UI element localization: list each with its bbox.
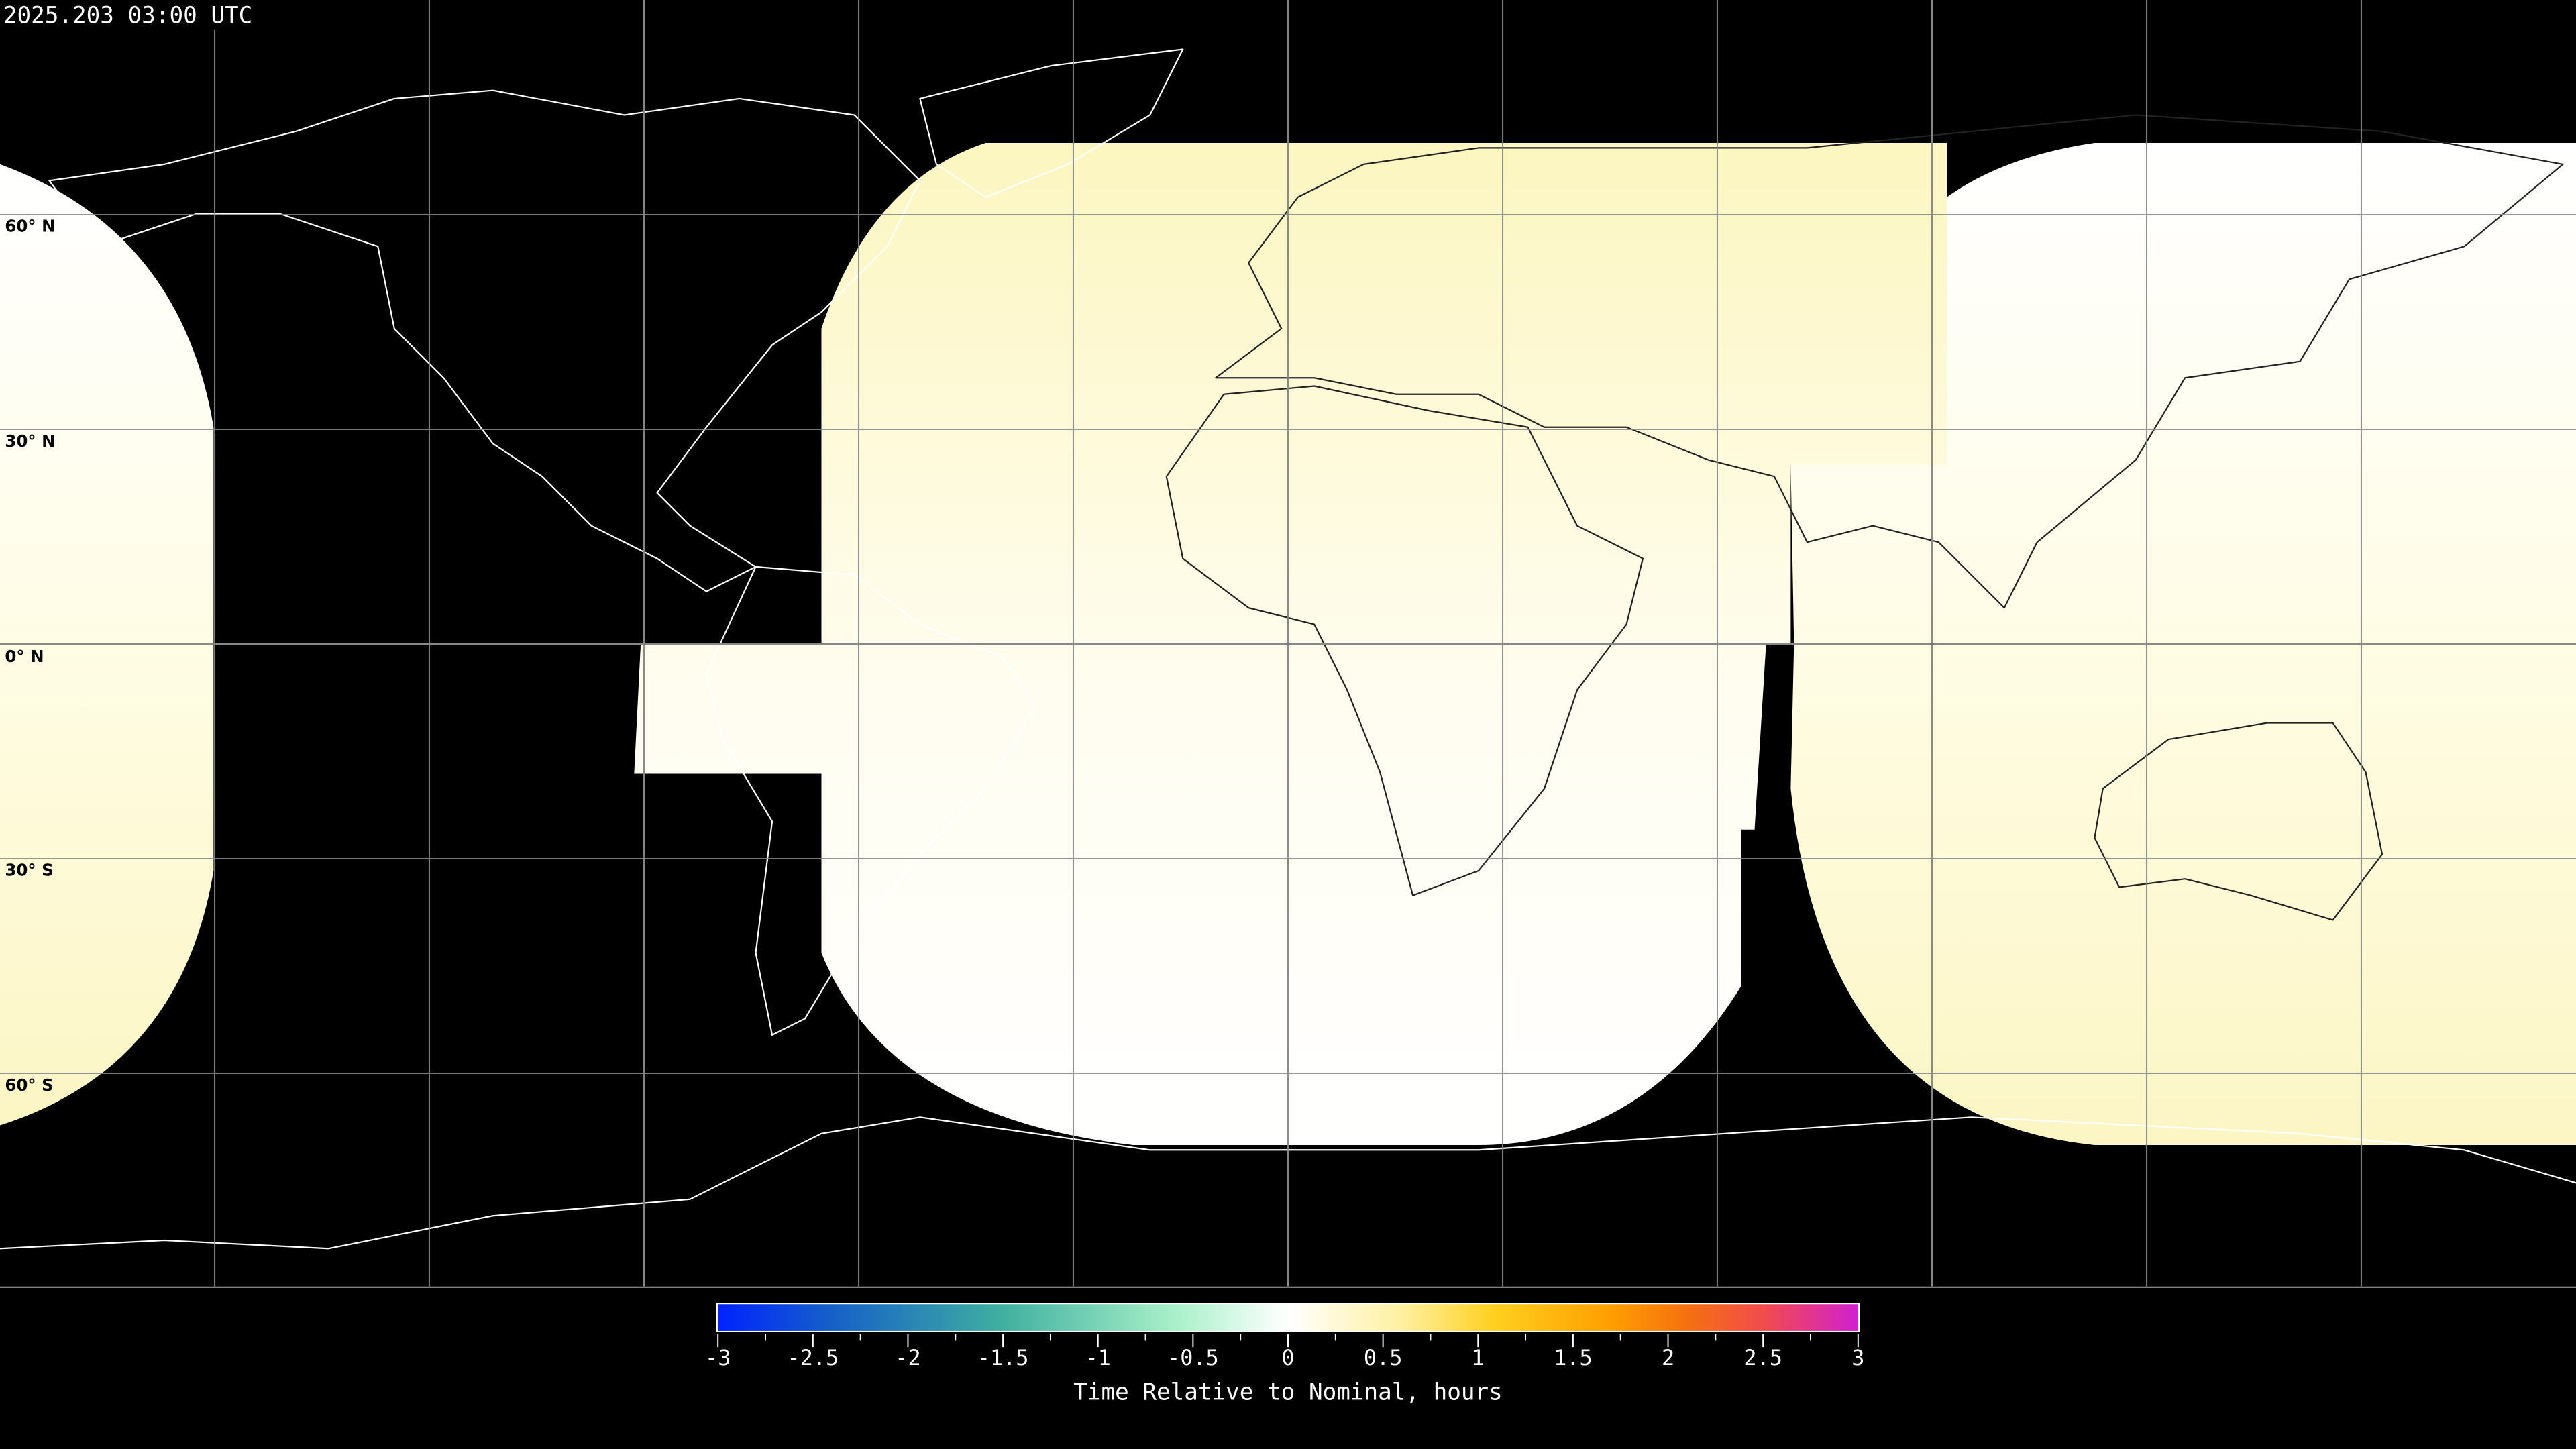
colorbar-label: Time Relative to Nominal, hours <box>1073 1379 1503 1406</box>
colorbar-tick-label: -2 <box>895 1345 920 1371</box>
lat-label-60s: 60° S <box>5 1075 53 1095</box>
colorbar-tick-label: -1.5 <box>977 1345 1029 1371</box>
colorbar-tick-label: -3 <box>705 1345 731 1371</box>
colorbar-tick-label: -1 <box>1085 1345 1111 1371</box>
colorbar-gradient <box>716 1303 1860 1332</box>
colorbar-tick-label: -0.5 <box>1167 1345 1219 1371</box>
coast-eurasia <box>1215 114 2564 609</box>
colorbar-tick-label: 0.5 <box>1364 1345 1403 1371</box>
coastlines <box>0 48 2576 1250</box>
timestamp-title: 2025.203 03:00 UTC <box>3 2 252 29</box>
colorbar: -3 -2.5 -2 -1.5 -1 -0.5 0 0.5 1 1.5 2 2.5 3 Time Rel… <box>705 1303 1864 1406</box>
coast-australia <box>2094 722 2383 921</box>
coast-africa <box>1165 385 1644 896</box>
colorbar-tick-label: 0 <box>1281 1345 1294 1371</box>
graticule <box>0 0 2576 1288</box>
coast-antarctica <box>0 1116 2576 1250</box>
lat-label-30s: 30° S <box>5 860 53 879</box>
colorbar-tick-label: 1.5 <box>1554 1345 1593 1371</box>
coast-south-america <box>705 566 1036 1036</box>
colorbar-tick-label: 2 <box>1662 1345 1674 1371</box>
colorbar-tick-label: -2.5 <box>788 1345 839 1371</box>
lat-label-30n: 30° N <box>5 431 55 451</box>
colorbar-tick-label: 3 <box>1851 1345 1864 1371</box>
footprint-pacific-west <box>0 164 214 1126</box>
lat-label-60n: 60° N <box>5 216 55 235</box>
coast-north-america <box>48 89 921 592</box>
colorbar-tick-label: 1 <box>1472 1345 1485 1371</box>
lat-label-0n: 0° N <box>5 647 44 666</box>
colorbar-tick-label: 2.5 <box>1743 1345 1782 1371</box>
latitude-labels: 60° N 30° N 0° N 30° S 60° S <box>5 216 55 1095</box>
